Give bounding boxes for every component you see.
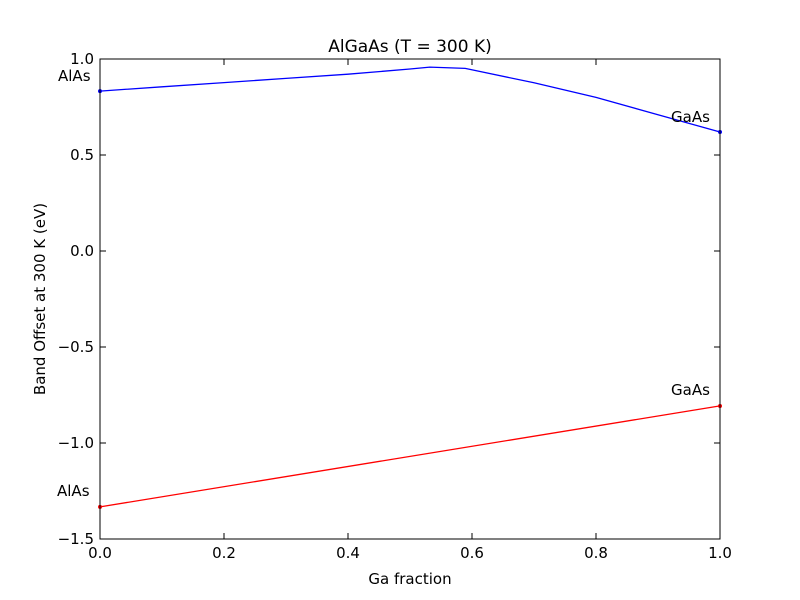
annotation-label: GaAs [671,108,710,126]
axis-ticks: 0.0 0.2 0.4 0.6 0.8 1.0 1.0 0.5 0.0 −0.5 −1.0 −1.5 [58,50,732,562]
y-tick-label: −0.5 [58,338,94,356]
annotation-label: AlAs [57,482,90,500]
y-tick-label: 1.0 [70,50,94,68]
series-line-1 [99,405,721,508]
y-axis-label: Band Offset at 300 K (eV) [31,203,49,395]
y-tick-label: −1.5 [58,530,94,548]
x-tick-label: 1.0 [708,544,732,562]
chart-title: AlGaAs (T = 300 K) [328,37,492,57]
annotation-label: GaAs [671,381,710,399]
annotations: AlAs GaAs AlAs GaAs [57,67,710,500]
x-tick-label: 0.0 [88,544,112,562]
y-tick-label: 0.5 [70,146,94,164]
plot-lines [98,66,722,509]
annotation-label: AlAs [58,67,91,85]
series-line-0 [99,66,721,133]
x-axis-label: Ga fraction [368,570,451,588]
y-tick-label: 0.0 [70,242,94,260]
y-tick-label: −1.0 [58,434,94,452]
x-tick-label: 0.8 [584,544,608,562]
plot-frame [99,58,721,540]
x-tick-label: 0.4 [336,544,360,562]
x-tick-label: 0.2 [212,544,236,562]
x-tick-label: 0.6 [460,544,484,562]
